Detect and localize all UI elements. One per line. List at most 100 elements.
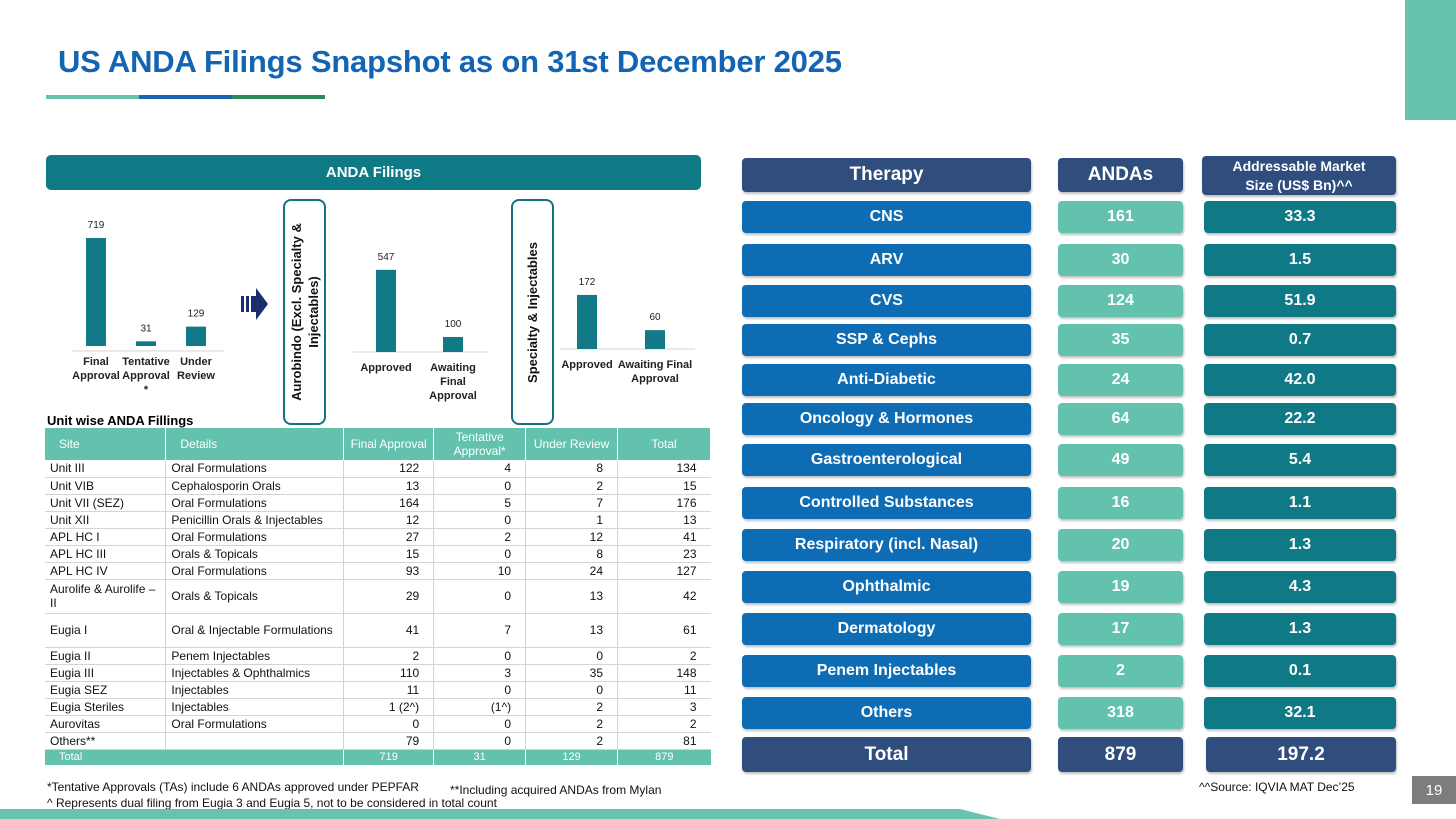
therapy-cvs: CVS	[742, 285, 1031, 317]
cell-details: Orals & Topicals	[165, 545, 344, 563]
andas-penem-injectables: 2	[1058, 655, 1183, 687]
cell-total: 148	[617, 664, 711, 682]
cell-final: 93	[343, 562, 434, 580]
cell-final: 122	[343, 460, 434, 478]
cell-site: Eugia SEZ	[45, 681, 166, 699]
table-row: Unit VIB Cephalosporin Orals 13 0 2 15	[45, 477, 711, 495]
therapy-anti-diabetic: Anti-Diabetic	[742, 364, 1031, 396]
cell-tentative: 0	[433, 681, 526, 699]
specialty-segment-label: Specialty & Injectables	[511, 199, 554, 425]
table-row: Aurolife & Aurolife – II Orals & Topicals…	[45, 579, 711, 614]
therapy-respiratory-incl-nasal: Respiratory (incl. Nasal)	[742, 529, 1031, 561]
category-label: Approved	[561, 359, 612, 371]
cell-details: Oral Formulations	[165, 528, 344, 546]
cell-total: 23	[617, 545, 711, 563]
cell-under: 13	[525, 579, 618, 614]
cell-total: 81	[617, 732, 711, 750]
bar-value-label: 60	[649, 312, 661, 323]
therapy-ophthalmic: Ophthalmic	[742, 571, 1031, 603]
cell-details	[165, 732, 344, 750]
title-underline-1	[46, 95, 139, 99]
cell-under: 129	[525, 749, 618, 765]
cell-site: Eugia Steriles	[45, 698, 166, 716]
andas-respiratory-incl-nasal: 20	[1058, 529, 1183, 561]
cell-details: Injectables	[165, 681, 344, 699]
title-underline-2	[139, 95, 232, 99]
cell-tentative: 0	[433, 545, 526, 563]
bar-value-label: 129	[188, 309, 205, 320]
therapy-total: Total	[742, 737, 1031, 772]
cell-total: 127	[617, 562, 711, 580]
bar-value-label: 100	[445, 319, 462, 330]
andas-others: 318	[1058, 697, 1183, 729]
cell-final: 1 (2^)	[343, 698, 434, 716]
therapy-penem-injectables: Penem Injectables	[742, 655, 1031, 687]
cell-details: Oral Formulations	[165, 460, 344, 478]
cell-site: Eugia II	[45, 647, 166, 665]
aurobindo-label-line2: Injectables)	[305, 276, 321, 348]
cell-tentative: 0	[433, 732, 526, 750]
market-dermatology: 1.3	[1204, 613, 1396, 645]
bar-1	[86, 238, 106, 346]
andas-controlled-substances: 16	[1058, 487, 1183, 519]
cell-under: 24	[525, 562, 618, 580]
col-final: Final Approval	[343, 428, 435, 460]
anda-filings-banner: ANDA Filings	[46, 155, 701, 190]
cell-details: Oral Formulations	[165, 562, 344, 580]
andas-ophthalmic: 19	[1058, 571, 1183, 603]
table-header-row: Site Details Final Approval Tentative Ap…	[45, 428, 711, 460]
cell-site: APL HC IV	[45, 562, 166, 580]
aurobindo-segment-label: Aurobindo (Excl. Specialty & Injectables…	[283, 199, 326, 425]
chart-specialty-svg: 172 Approved 60 Awaiting Final Approval	[560, 277, 695, 385]
cell-under: 7	[525, 494, 618, 512]
col-total: Total	[617, 428, 711, 460]
andas-cns: 161	[1058, 201, 1183, 233]
cell-details: Penicillin Orals & Injectables	[165, 511, 344, 529]
bar-2	[443, 336, 463, 352]
cell-final: 15	[343, 545, 434, 563]
table-row: Unit XII Penicillin Orals & Injectables 12…	[45, 511, 711, 529]
category-label: Approval	[429, 390, 477, 402]
bar-value-label: 172	[579, 277, 596, 288]
col-site: Site	[45, 428, 167, 460]
category-label: Tentative	[122, 356, 169, 368]
cell-final: 29	[343, 579, 434, 614]
cell-details: Penem Injectables	[165, 647, 344, 665]
cell-final: 79	[343, 732, 434, 750]
therapy-arv: ARV	[742, 244, 1031, 276]
category-label: Final	[83, 356, 109, 368]
andas-cvs: 124	[1058, 285, 1183, 317]
market-ophthalmic: 4.3	[1204, 571, 1396, 603]
market-total: 197.2	[1206, 737, 1396, 772]
cell-site: Unit VIB	[45, 477, 166, 495]
cell-details: Injectables & Ophthalmics	[165, 664, 344, 682]
page-number: 19	[1412, 776, 1456, 804]
andas-gastroenterological: 49	[1058, 444, 1183, 476]
therapy-oncology-hormones: Oncology & Hormones	[742, 403, 1031, 435]
cell-tentative: 5	[433, 494, 526, 512]
cell-final: 11	[343, 681, 434, 699]
cell-site: Unit VII (SEZ)	[45, 494, 166, 512]
cell-final: 13	[343, 477, 434, 495]
category-label: Approved	[360, 362, 411, 374]
market-ssp-cephs: 0.7	[1204, 324, 1396, 356]
cell-site: APL HC III	[45, 545, 166, 563]
col-details: Details	[165, 428, 345, 460]
cell-under: 8	[525, 545, 618, 563]
cell-details: Cephalosporin Orals	[165, 477, 344, 495]
cell-under: 2	[525, 732, 618, 750]
cell-under: 35	[525, 664, 618, 682]
andas-anti-diabetic: 24	[1058, 364, 1183, 396]
cell-final: 12	[343, 511, 434, 529]
cell-site: Unit XII	[45, 511, 166, 529]
category-label: Final	[440, 376, 466, 388]
cell-tentative: 4	[433, 460, 526, 478]
category-label: Approval	[122, 370, 170, 382]
footnote-mylan: **Including acquired ANDAs from Mylan	[450, 783, 662, 797]
source-note: ^^Source: IQVIA MAT Dec’25	[1199, 780, 1355, 794]
bar-1	[376, 269, 396, 352]
footnote-tentative: *Tentative Approvals (TAs) include 6 AND…	[47, 780, 419, 794]
cell-total: 176	[617, 494, 711, 512]
bar-2	[136, 341, 156, 346]
unit-anda-table: Site Details Final Approval Tentative Ap…	[45, 428, 711, 765]
